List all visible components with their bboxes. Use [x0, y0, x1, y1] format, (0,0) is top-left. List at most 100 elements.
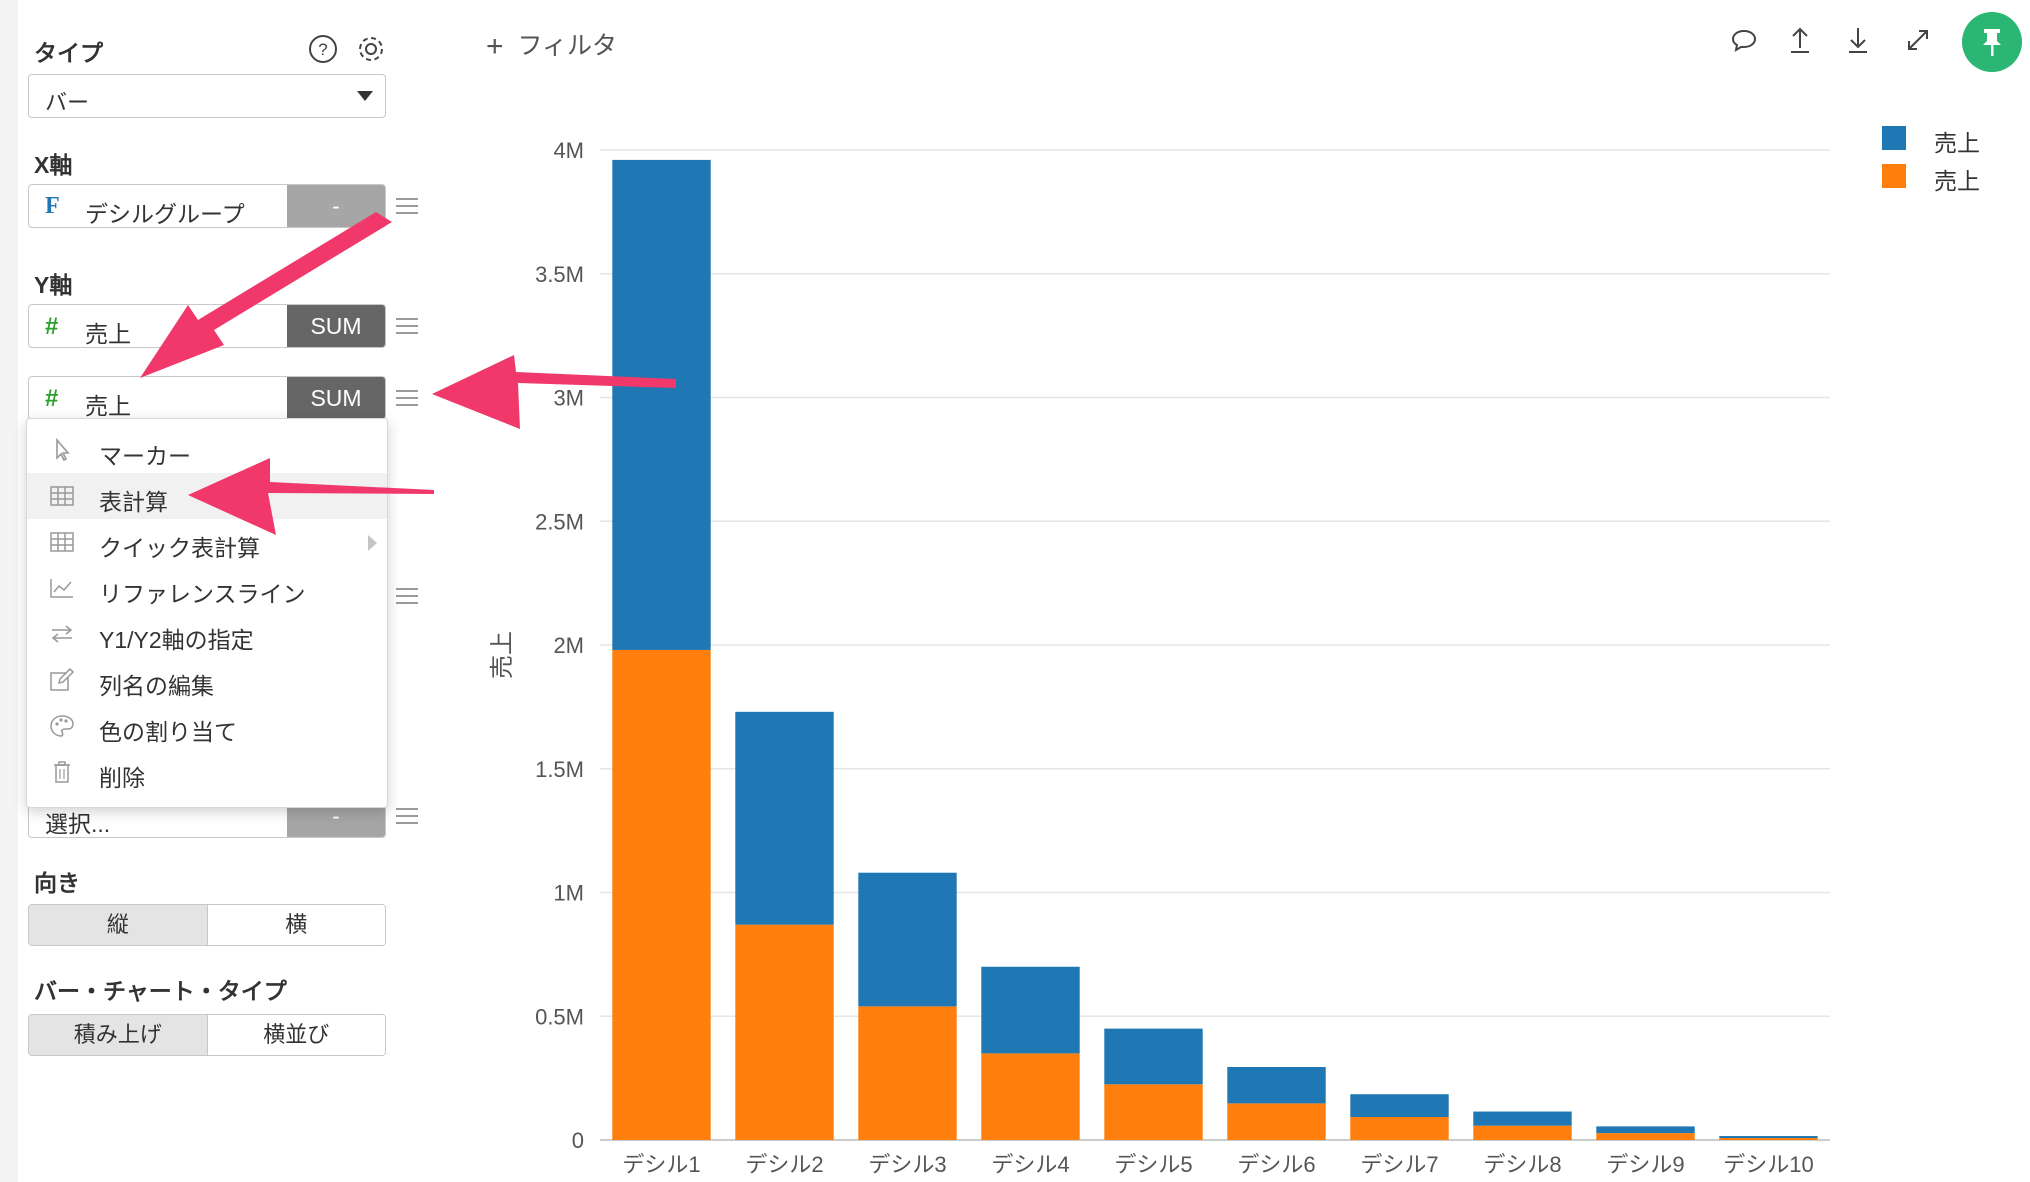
- comment-icon[interactable]: [1728, 24, 1760, 56]
- stacked-bar-chart: 0 0.5M 1M 1.5M 2M 2.5M 3M 3.5M 4M デシル1 デシル2 デシル3 デシル…: [489, 138, 1830, 1177]
- x-tick-label: デシル1: [622, 1152, 700, 1177]
- drag-handle-icon[interactable]: [396, 198, 418, 219]
- bar-segment-blue: [612, 159, 711, 650]
- x-tick-label: デシル4: [991, 1152, 1069, 1177]
- bar-type-toggle: 積み上げ 横並び: [28, 1014, 386, 1056]
- x-tick-label: デシル7: [1360, 1152, 1438, 1177]
- menu-item-label: 表計算: [99, 489, 168, 515]
- bar-type-side-by-side-option[interactable]: 横並び: [206, 1015, 385, 1055]
- y-axis-label: Y軸: [34, 272, 73, 298]
- swap-icon: [49, 622, 75, 646]
- menu-item-label: リファレンスライン: [99, 581, 306, 607]
- edit-icon: [49, 667, 75, 692]
- bar-segment-blue: [1596, 1126, 1695, 1134]
- y-tick-label: 3M: [553, 386, 584, 411]
- menu-item-label: 列名の編集: [99, 673, 214, 699]
- y-tick-label: 0.5M: [535, 1004, 584, 1029]
- add-filter-button[interactable]: + フィルタ: [486, 26, 617, 64]
- y-aggregation-button[interactable]: SUM: [287, 377, 385, 419]
- bar-segment-blue: [1473, 1111, 1572, 1126]
- y-tick-label: 1M: [553, 881, 584, 906]
- palette-icon: [49, 714, 75, 738]
- x-tick-label: デシル2: [745, 1152, 823, 1177]
- y-tick-label: 0: [572, 1128, 584, 1153]
- bar-segment-orange: [981, 1053, 1080, 1140]
- menu-item-label: クイック表計算: [99, 535, 260, 561]
- bar-segment-blue: [1719, 1136, 1818, 1139]
- chart-type-select[interactable]: バー: [28, 74, 386, 118]
- bar-segment-blue: [858, 872, 957, 1007]
- menu-item-delete[interactable]: 削除: [27, 749, 387, 795]
- download-icon[interactable]: [1842, 24, 1874, 56]
- y-tick-label: 1.5M: [535, 757, 584, 782]
- bar-segment-orange: [1350, 1116, 1449, 1140]
- plus-icon: +: [486, 30, 504, 63]
- text-type-icon: F: [45, 193, 60, 219]
- x-tick-label: デシル6: [1237, 1152, 1315, 1177]
- y-axis-title: 売上: [489, 631, 516, 679]
- gear-icon[interactable]: [356, 34, 386, 64]
- y-axis-field-2[interactable]: # 売上 SUM: [28, 376, 386, 420]
- y-aggregation-button[interactable]: SUM: [287, 305, 385, 347]
- svg-text:?: ?: [318, 40, 327, 59]
- x-tick-label: デシル9: [1606, 1152, 1684, 1177]
- x-axis-field[interactable]: F デシルグループ -: [28, 184, 386, 228]
- bar-segment-orange: [1473, 1125, 1572, 1140]
- menu-item-table-calculation[interactable]: 表計算: [27, 473, 387, 519]
- x-tick-label: デシル3: [868, 1152, 946, 1177]
- number-type-icon: #: [45, 313, 59, 340]
- y-tick-label: 4M: [553, 138, 584, 163]
- legend-swatch-blue: [1882, 126, 1906, 150]
- menu-item-label: マーカー: [99, 443, 191, 469]
- table-icon: [49, 484, 75, 508]
- line-chart-icon: [49, 576, 75, 600]
- chart-type-value: バー: [45, 90, 90, 115]
- orientation-toggle: 縦 横: [28, 904, 386, 946]
- drag-handle-icon[interactable]: [396, 588, 418, 609]
- field-context-menu: マーカー 表計算 クイック表計算 リファレンスライン Y1/Y2軸の指定 列名の…: [26, 418, 388, 808]
- bar-segment-orange: [612, 649, 711, 1140]
- bar-segment-orange: [1104, 1084, 1203, 1140]
- y-field-name: 売上: [85, 393, 131, 419]
- x-aggregation-button[interactable]: -: [287, 185, 385, 227]
- y-tick-label: 3.5M: [535, 262, 584, 287]
- bar-segment-blue: [1350, 1094, 1449, 1117]
- help-icon[interactable]: ?: [308, 34, 338, 64]
- cursor-icon: [49, 437, 75, 462]
- y-field-name: 売上: [85, 321, 131, 347]
- menu-item-marker[interactable]: マーカー: [27, 427, 387, 473]
- bar-segment-blue: [1227, 1066, 1326, 1104]
- panel-edge: [0, 0, 18, 1182]
- menu-item-reference-line[interactable]: リファレンスライン: [27, 565, 387, 611]
- menu-item-quick-table-calculation[interactable]: クイック表計算: [27, 519, 387, 565]
- orientation-vertical-option[interactable]: 縦: [29, 905, 207, 945]
- menu-item-color-assignment[interactable]: 色の割り当て: [27, 703, 387, 749]
- pin-button[interactable]: [1962, 12, 2022, 72]
- number-type-icon: #: [45, 385, 59, 412]
- bar-segment-orange: [1227, 1103, 1326, 1140]
- filter-label: フィルタ: [517, 32, 618, 60]
- orientation-horizontal-option[interactable]: 横: [206, 905, 385, 945]
- bar-type-label: バー・チャート・タイプ: [34, 978, 287, 1004]
- x-tick-label: デシル8: [1483, 1152, 1561, 1177]
- x-axis-label: X軸: [34, 152, 73, 178]
- drag-handle-icon[interactable]: [396, 808, 418, 829]
- upload-icon[interactable]: [1784, 24, 1816, 56]
- bar-segment-blue: [981, 966, 1080, 1054]
- menu-item-rename-column[interactable]: 列名の編集: [27, 657, 387, 703]
- y-tick-label: 2.5M: [535, 509, 584, 534]
- bar-type-stacked-option[interactable]: 積み上げ: [29, 1015, 207, 1055]
- bar-segment-orange: [735, 924, 834, 1140]
- drag-handle-icon[interactable]: [396, 390, 418, 411]
- menu-item-label: 色の割り当て: [99, 719, 237, 745]
- expand-icon[interactable]: [1902, 24, 1934, 56]
- type-label: タイプ: [34, 40, 103, 66]
- menu-item-label: 削除: [99, 765, 145, 791]
- y-axis-field-1[interactable]: # 売上 SUM: [28, 304, 386, 348]
- table-icon: [49, 530, 75, 554]
- menu-item-y1-y2-axis[interactable]: Y1/Y2軸の指定: [27, 611, 387, 657]
- drag-handle-icon[interactable]: [396, 318, 418, 339]
- x-tick-label: デシル5: [1114, 1152, 1192, 1177]
- x-tick-label: デシル10: [1723, 1152, 1813, 1177]
- x-field-name: デシルグループ: [85, 201, 245, 227]
